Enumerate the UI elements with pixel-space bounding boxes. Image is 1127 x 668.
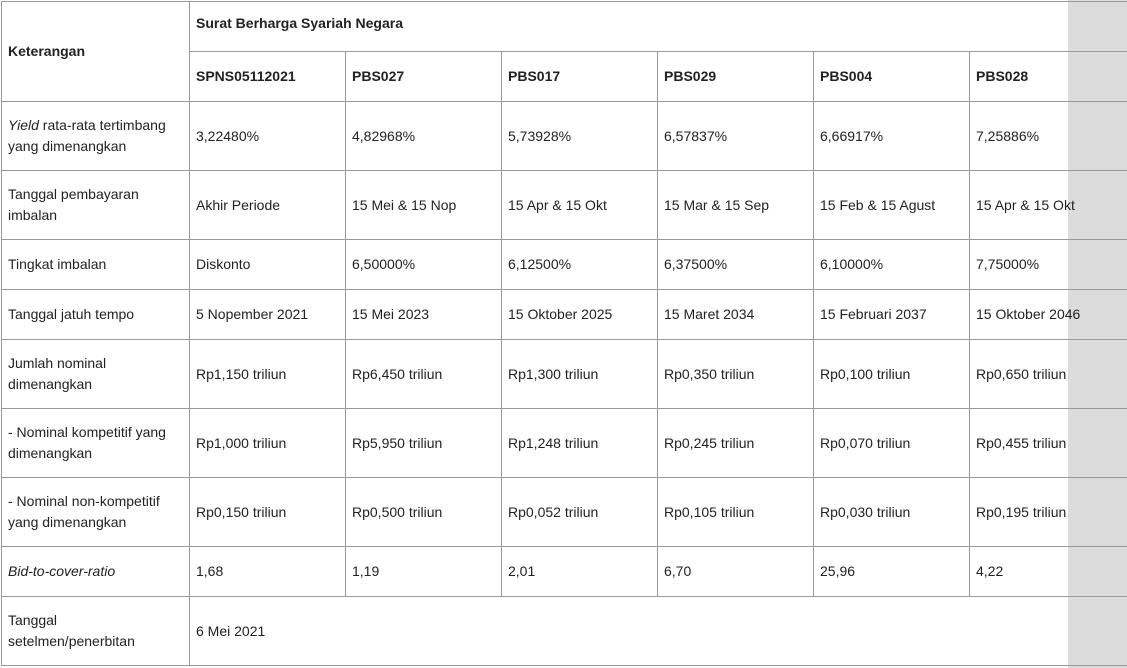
table-row: - Nominal kompetitif yang dimenangkan Rp… xyxy=(1,408,1127,478)
table-cell: 15 Apr & 15 Okt xyxy=(501,170,658,240)
table-cell: 15 Mar & 15 Sep xyxy=(657,170,814,240)
row-label-italic: Yield xyxy=(8,117,39,133)
series-header: PBS029 xyxy=(657,51,814,102)
table-cell: 6,12500% xyxy=(501,239,658,290)
table-cell: 6,70 xyxy=(657,546,814,597)
series-header: PBS004 xyxy=(813,51,970,102)
table-cell: Akhir Periode xyxy=(189,170,346,240)
keterangan-header: Keterangan xyxy=(1,1,190,102)
table-cell: Rp1,150 triliun xyxy=(189,339,346,409)
table-cell: Rp0,052 triliun xyxy=(501,477,658,547)
table-cell: 15 Mei & 15 Nop xyxy=(345,170,502,240)
table-cell: 15 Mei 2023 xyxy=(345,289,502,340)
table-cell: Rp0,100 triliun xyxy=(813,339,970,409)
table-cell: Rp1,300 triliun xyxy=(501,339,658,409)
table-cell: 7,75000% xyxy=(968,239,1127,290)
table-cell: Rp1,248 triliun xyxy=(501,408,658,478)
table-cell: Rp0,105 triliun xyxy=(657,477,814,547)
settlement-date-cell: 6 Mei 2021 xyxy=(188,596,1127,666)
table-cell: Rp5,950 triliun xyxy=(345,408,502,478)
table-cell: 6,57837% xyxy=(657,101,814,171)
table-cell: Rp0,150 triliun xyxy=(189,477,346,547)
table-cell: 6,66917% xyxy=(813,101,970,171)
header-row-series: SPNS05112021 PBS027 PBS017 PBS029 PBS004… xyxy=(2,51,1127,102)
row-label: Jumlah nominal dimenangkan xyxy=(1,339,190,409)
table-cell: 3,22480% xyxy=(189,101,346,171)
table-cell: 15 Feb & 15 Agust xyxy=(813,170,970,240)
table-cell: 2,01 xyxy=(501,546,658,597)
table-row: Tanggal setelmen/penerbitan 6 Mei 2021 xyxy=(1,596,1127,666)
table-cell: Rp0,030 triliun xyxy=(813,477,970,547)
table-cell: Rp0,245 triliun xyxy=(657,408,814,478)
series-header: SPNS05112021 xyxy=(189,51,346,102)
table-row: Jumlah nominal dimenangkan Rp1,150 trili… xyxy=(1,339,1127,409)
row-label: Yield rata-rata tertimbang yang dimenang… xyxy=(1,101,190,171)
row-label: - Nominal kompetitif yang dimenangkan xyxy=(1,408,190,478)
row-label-text: rata-rata tertimbang yang dimenangkan xyxy=(8,117,166,154)
row-label: Tanggal pembayaran imbalan xyxy=(1,170,190,240)
table-row: Tanggal pembayaran imbalan Akhir Periode… xyxy=(1,170,1127,240)
table-cell: 6,10000% xyxy=(813,239,970,290)
row-label: Tanggal setelmen/penerbitan xyxy=(1,596,190,666)
table-cell: 1,68 xyxy=(189,546,346,597)
table-cell: 25,96 xyxy=(813,546,970,597)
table-cell: 6,37500% xyxy=(657,239,814,290)
table-cell: 7,25886% xyxy=(968,101,1127,171)
table-cell: 4,82968% xyxy=(345,101,502,171)
table-row: Yield rata-rata tertimbang yang dimenang… xyxy=(1,101,1127,171)
table-row: Tingkat imbalan Diskonto 6,50000% 6,1250… xyxy=(1,239,1127,290)
table-row: Tanggal jatuh tempo 5 Nopember 2021 15 M… xyxy=(1,289,1127,340)
row-label: Bid-to-cover-ratio xyxy=(1,546,190,597)
table-cell: 1,19 xyxy=(345,546,502,597)
row-label: Tingkat imbalan xyxy=(1,239,190,290)
header-row-group: Keterangan Surat Berharga Syariah Negara xyxy=(1,1,1127,102)
table-cell: Rp6,450 triliun xyxy=(345,339,502,409)
table-cell: 15 Oktober 2025 xyxy=(501,289,658,340)
table-row: Bid-to-cover-ratio 1,68 1,19 2,01 6,70 2… xyxy=(1,546,1127,597)
table-cell: 15 Apr & 15 Okt xyxy=(968,170,1127,240)
table-cell: Rp0,500 triliun xyxy=(345,477,502,547)
table-cell: 5 Nopember 2021 xyxy=(189,289,346,340)
table-cell: Rp0,195 triliun xyxy=(968,477,1127,547)
table-row: - Nominal non-kompetitif yang dimenangka… xyxy=(1,477,1127,547)
row-label: - Nominal non-kompetitif yang dimenangka… xyxy=(1,477,190,547)
table-cell: Rp0,650 triliun xyxy=(968,339,1127,409)
row-label: Tanggal jatuh tempo xyxy=(1,289,190,340)
table-cell: 6,50000% xyxy=(345,239,502,290)
table-cell: 15 Oktober 2046 xyxy=(968,289,1127,340)
table-cell: Rp1,000 triliun xyxy=(189,408,346,478)
series-header: PBS017 xyxy=(501,51,658,102)
series-header: PBS028 xyxy=(968,51,1127,102)
table-cell: Rp0,350 triliun xyxy=(657,339,814,409)
table-cell: Rp0,070 triliun xyxy=(813,408,970,478)
table-cell: 15 Februari 2037 xyxy=(813,289,970,340)
table-cell: Rp0,455 triliun xyxy=(968,408,1127,478)
series-header: PBS027 xyxy=(345,51,502,102)
row-label-italic: Bid-to-cover-ratio xyxy=(8,563,116,579)
group-header: Surat Berharga Syariah Negara xyxy=(188,1,1127,52)
table-cell: Diskonto xyxy=(189,239,346,290)
table-cell: 5,73928% xyxy=(501,101,658,171)
table-cell: 15 Maret 2034 xyxy=(657,289,814,340)
table-cell: 4,22 xyxy=(968,546,1127,597)
